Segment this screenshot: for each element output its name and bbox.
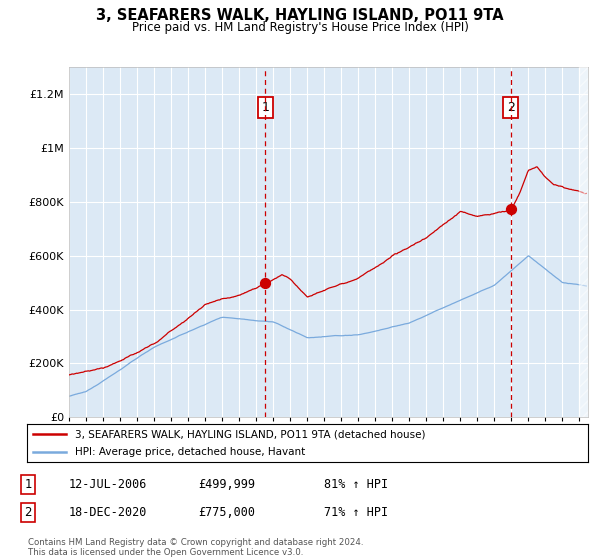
Text: Price paid vs. HM Land Registry's House Price Index (HPI): Price paid vs. HM Land Registry's House … (131, 21, 469, 34)
Text: 81% ↑ HPI: 81% ↑ HPI (324, 478, 388, 491)
Text: 18-DEC-2020: 18-DEC-2020 (69, 506, 148, 519)
Point (260, 278, 270, 287)
Point (506, 204, 515, 213)
Text: 3, SEAFARERS WALK, HAYLING ISLAND, PO11 9TA: 3, SEAFARERS WALK, HAYLING ISLAND, PO11 … (96, 8, 504, 24)
Text: 71% ↑ HPI: 71% ↑ HPI (324, 506, 388, 519)
Text: £775,000: £775,000 (198, 506, 255, 519)
Text: 3, SEAFARERS WALK, HAYLING ISLAND, PO11 9TA (detached house): 3, SEAFARERS WALK, HAYLING ISLAND, PO11 … (74, 429, 425, 439)
Text: 1: 1 (261, 101, 269, 114)
Text: 2: 2 (25, 506, 32, 519)
Text: Contains HM Land Registry data © Crown copyright and database right 2024.
This d: Contains HM Land Registry data © Crown c… (28, 538, 364, 557)
Text: HPI: Average price, detached house, Havant: HPI: Average price, detached house, Hava… (74, 447, 305, 457)
Text: 12-JUL-2006: 12-JUL-2006 (69, 478, 148, 491)
Text: £499,999: £499,999 (198, 478, 255, 491)
Text: 2: 2 (507, 101, 515, 114)
Text: 1: 1 (25, 478, 32, 491)
